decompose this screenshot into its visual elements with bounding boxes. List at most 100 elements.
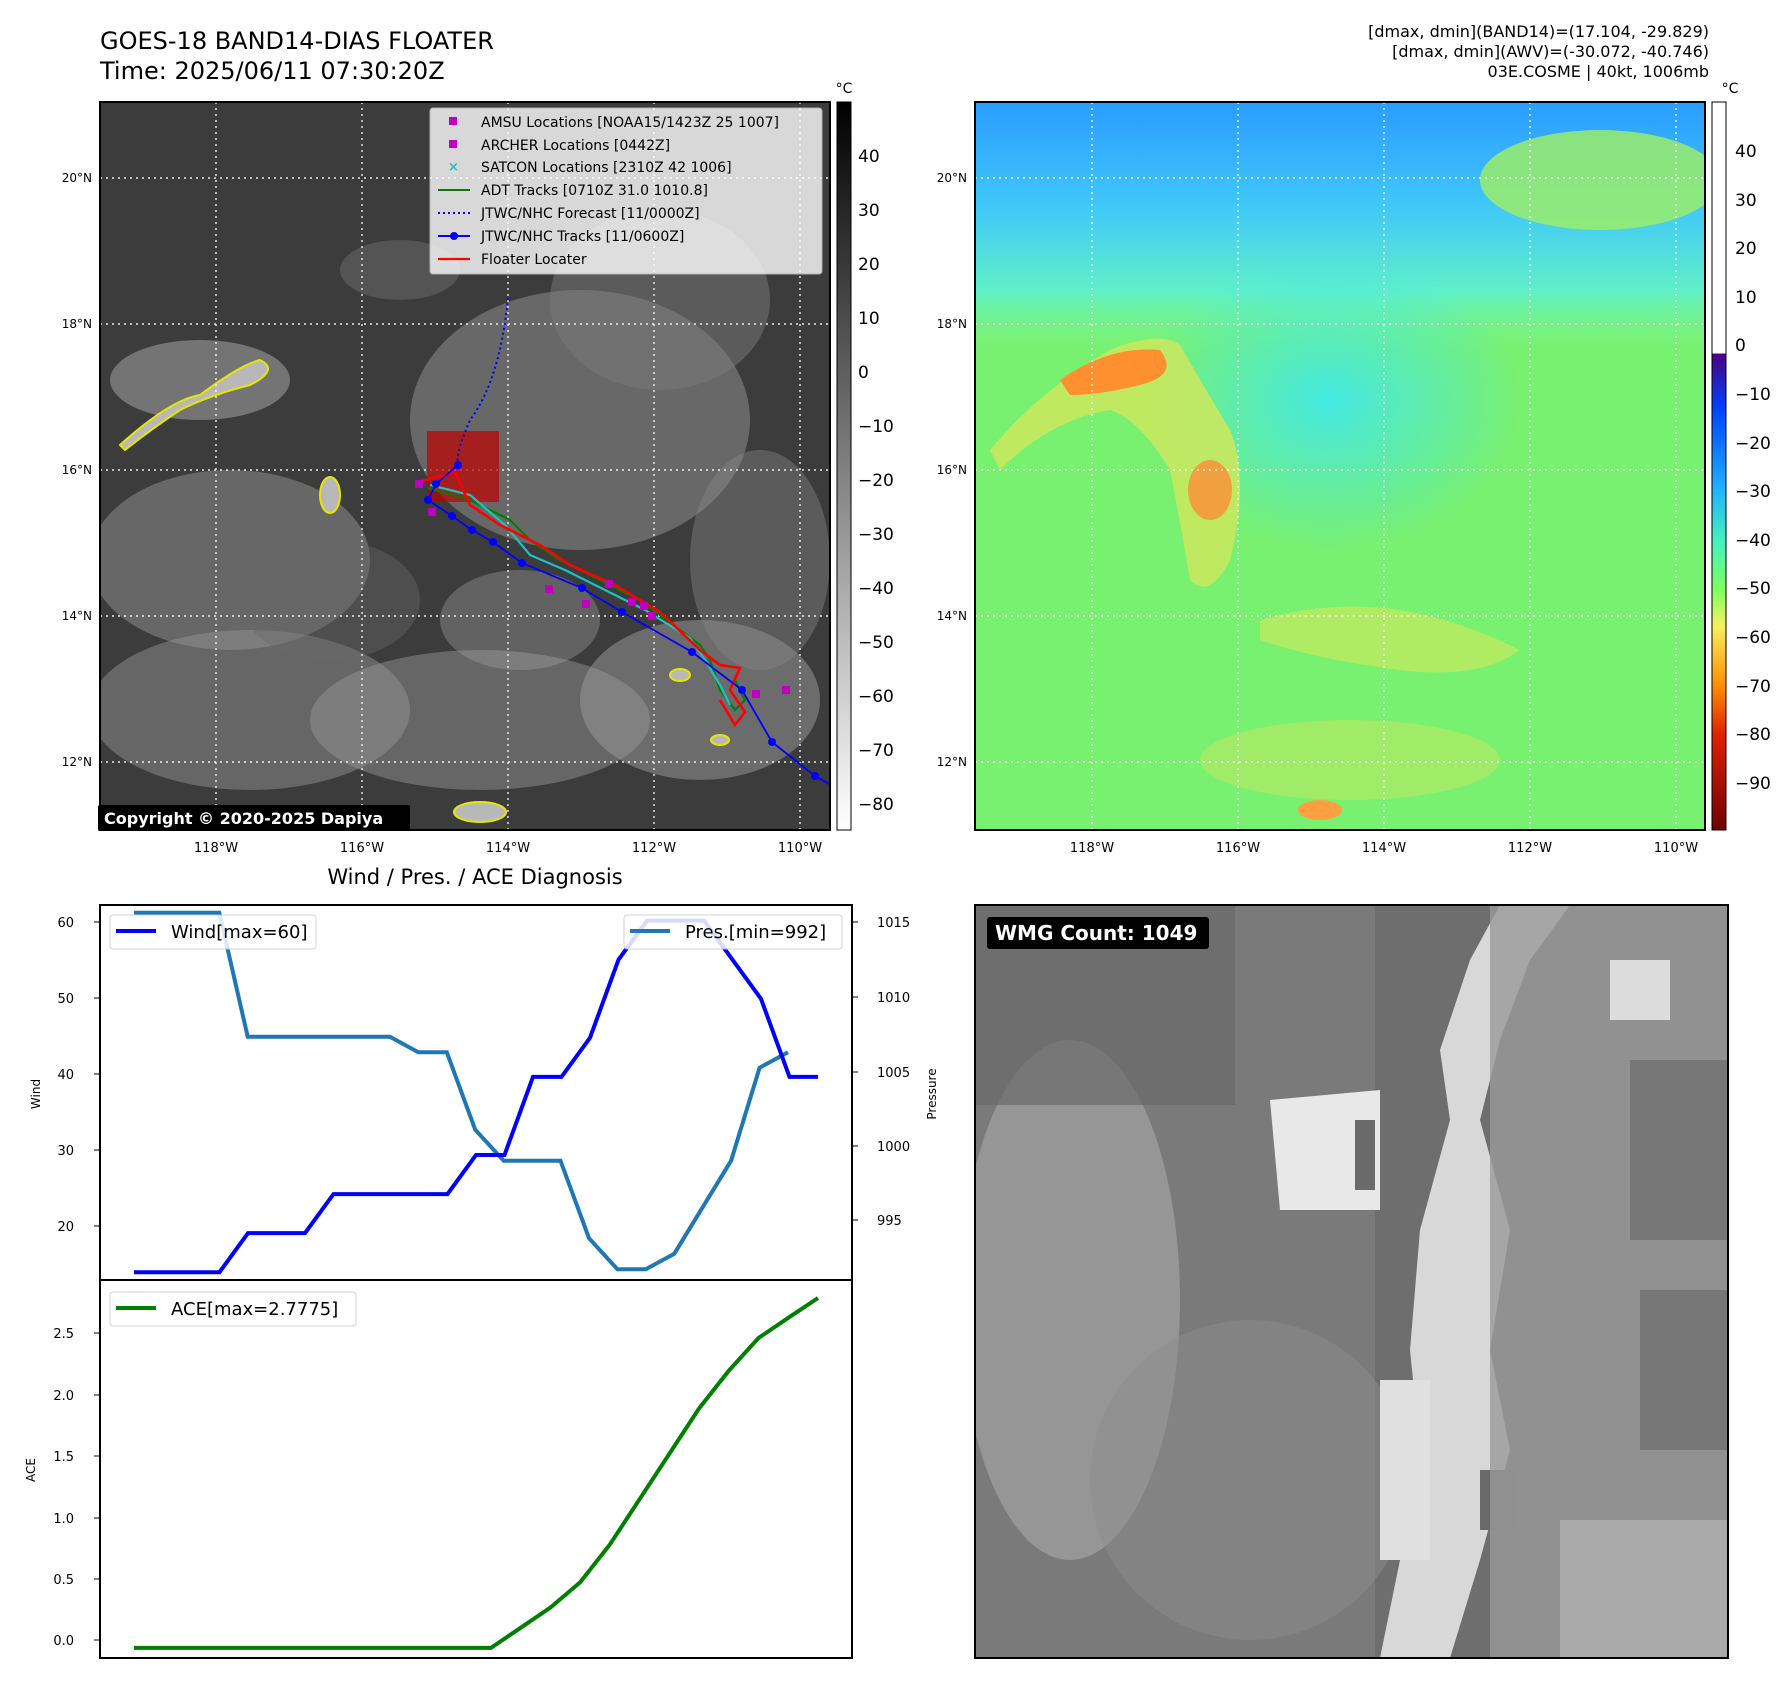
svg-text:−40: −40 [858, 579, 894, 599]
svg-text:30: 30 [57, 1144, 74, 1159]
svg-text:−80: −80 [858, 795, 894, 815]
legend-marker-archer [449, 140, 457, 148]
svg-text:1015: 1015 [877, 916, 910, 931]
satcon-track [429, 483, 731, 706]
legend-item-floater: Floater Locater [481, 252, 587, 268]
wv-lat-labels: 20°N 18°N 16°N 14°N 12°N [937, 171, 967, 769]
wv-lon-118: 118°W [1070, 841, 1114, 856]
wv-gridlines [975, 102, 1705, 830]
wind-ticks: 60 50 40 30 20 [57, 916, 100, 1235]
legend-item-adt: ADT Tracks [0710Z 31.0 1010.8] [481, 183, 708, 199]
ace-ticks: 2.5 2.0 1.5 1.0 0.5 0.0 [53, 1327, 100, 1649]
svg-text:0.0: 0.0 [53, 1634, 74, 1649]
floater-track [417, 470, 747, 728]
ir-colorbar: °C 40 30 20 10 0 −10 −20 −30 −40 −50 −60… [836, 81, 894, 831]
legend-item-archer: ARCHER Locations [0442Z] [481, 138, 670, 154]
svg-text:−70: −70 [858, 741, 894, 761]
svg-text:1.5: 1.5 [53, 1450, 74, 1465]
wind-axis-label: Wind [29, 1079, 43, 1109]
wv-lon-110: 110°W [1654, 841, 1698, 856]
svg-text:40: 40 [1735, 142, 1757, 162]
wv-lat-16: 16°N [937, 463, 967, 477]
wv-lon-116: 116°W [1216, 841, 1260, 856]
svg-text:0: 0 [858, 363, 869, 383]
wv-lat-12: 12°N [937, 755, 967, 769]
legend-item-tracks: JTWC/NHC Tracks [11/0600Z] [480, 229, 684, 245]
copyright-text: Copyright © 2020-2025 Dapiya [104, 809, 383, 828]
svg-text:20: 20 [858, 255, 880, 275]
wmg-frame [974, 904, 1729, 1659]
ir-lat-20: 20°N [62, 171, 92, 185]
svg-text:10: 10 [858, 309, 880, 329]
info-block: [dmax, dmin](BAND14)=(17.104, -29.829) [… [1368, 22, 1709, 82]
svg-text:−30: −30 [858, 525, 894, 545]
legend-marker-amsu [449, 117, 457, 125]
svg-text:−30: −30 [1735, 482, 1771, 502]
pressure-series-line [134, 910, 789, 1272]
wv-colorbar-unit: °C [1722, 81, 1739, 97]
svg-text:−80: −80 [1735, 725, 1771, 745]
ir-lon-labels: 118°W 116°W 114°W 112°W 110°W [194, 841, 822, 856]
svg-text:−40: −40 [1735, 531, 1771, 551]
svg-text:995: 995 [877, 1214, 902, 1229]
svg-text:40: 40 [858, 147, 880, 167]
copyright-box [98, 805, 410, 831]
svg-text:0: 0 [1735, 336, 1746, 356]
svg-text:2.0: 2.0 [53, 1389, 74, 1404]
legend-item-satcon: SATCON Locations [2310Z 42 1006] [481, 160, 732, 176]
ir-lon-110: 110°W [778, 841, 822, 856]
svg-text:50: 50 [57, 992, 74, 1007]
svg-text:−60: −60 [1735, 628, 1771, 648]
svg-text:30: 30 [858, 201, 880, 221]
wind-legend: Wind[max=60] [109, 914, 317, 950]
wind-legend-text: Wind[max=60] [171, 922, 308, 943]
ace-legend-text: ACE[max=2.7775] [171, 1299, 338, 1320]
ace-legend: ACE[max=2.7775] [109, 1291, 357, 1327]
ir-legend: × AMSU Locations [NOAA15/1423Z 25 1007] … [429, 107, 823, 275]
diag-title: Wind / Pres. / ACE Diagnosis [327, 865, 622, 889]
pressure-axis-label: Pressure [925, 1068, 939, 1119]
legend-marker-satcon: × [448, 160, 459, 175]
wmg-count-box [987, 917, 1209, 949]
info-line-2: [dmax, dmin](AWV)=(-30.072, -40.746) [1392, 42, 1709, 61]
pressure-legend-text: Pres.[min=992] [685, 922, 826, 943]
wind-pres-axes [99, 904, 853, 1281]
wv-lat-14: 14°N [937, 609, 967, 623]
ir-colorbar-unit: °C [836, 81, 853, 97]
wv-lon-labels: 118°W 116°W 114°W 112°W 110°W [1070, 841, 1698, 856]
title-line-2: Time: 2025/06/11 07:30:20Z [100, 57, 445, 85]
legend-item-forecast: JTWC/NHC Forecast [11/0000Z] [480, 206, 700, 222]
wv-lat-20: 20°N [937, 171, 967, 185]
svg-text:2.5: 2.5 [53, 1327, 74, 1342]
title-line-1: GOES-18 BAND14-DIAS FLOATER [100, 27, 494, 55]
info-line-3: 03E.COSME | 40kt, 1006mb [1487, 62, 1709, 81]
svg-text:1.0: 1.0 [53, 1512, 74, 1527]
ir-lon-112: 112°W [632, 841, 676, 856]
svg-text:−10: −10 [858, 417, 894, 437]
pressure-legend: Pres.[min=992] [623, 914, 843, 950]
info-line-1: [dmax, dmin](BAND14)=(17.104, -29.829) [1368, 22, 1709, 41]
ir-lat-16: 16°N [62, 463, 92, 477]
wv-colorbar: °C 40 30 20 10 0 −10 −20 −30 −40 −50 −60… [1711, 81, 1771, 831]
svg-text:−60: −60 [858, 687, 894, 707]
svg-text:20: 20 [57, 1220, 74, 1235]
official-track [426, 464, 830, 786]
ace-series-line [134, 1296, 820, 1650]
svg-text:10: 10 [1735, 288, 1757, 308]
svg-text:−90: −90 [1735, 774, 1771, 794]
svg-text:−20: −20 [858, 471, 894, 491]
wv-lat-18: 18°N [937, 317, 967, 331]
svg-text:1010: 1010 [877, 991, 910, 1006]
svg-text:−50: −50 [858, 633, 894, 653]
svg-text:1000: 1000 [877, 1140, 910, 1155]
svg-text:−70: −70 [1735, 677, 1771, 697]
wmg-image [975, 905, 1728, 1658]
adt-track [427, 486, 747, 712]
ir-lat-12: 12°N [62, 755, 92, 769]
ir-lat-14: 14°N [62, 609, 92, 623]
svg-text:0.5: 0.5 [53, 1573, 74, 1588]
figure-title: GOES-18 BAND14-DIAS FLOATER Time: 2025/0… [100, 26, 494, 86]
svg-text:−50: −50 [1735, 579, 1771, 599]
ir-map-frame [99, 101, 831, 831]
